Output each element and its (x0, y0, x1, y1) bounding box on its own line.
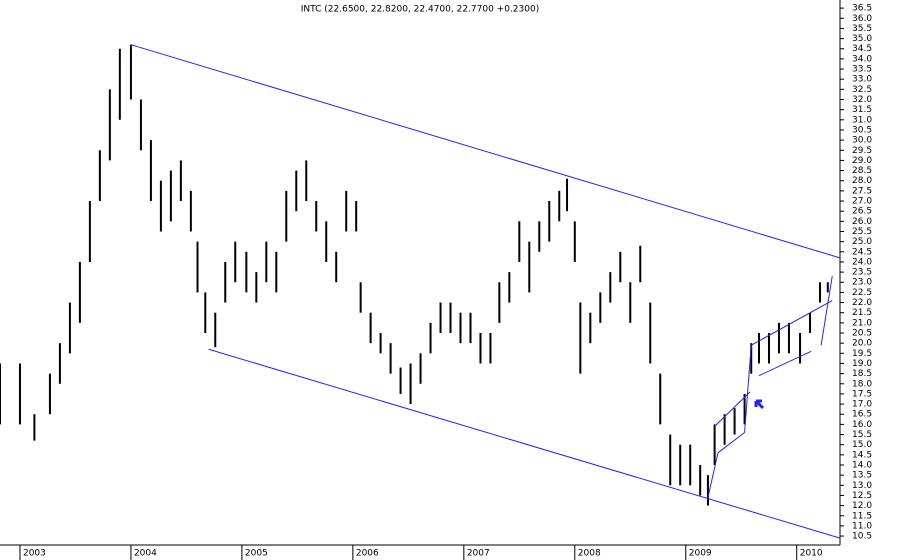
y-tick-label: 19.5 (852, 349, 872, 359)
trendline (750, 300, 833, 346)
y-tick-label: 21.5 (852, 308, 872, 318)
y-tick-label: 21.0 (852, 318, 872, 328)
y-tick-label: 26.0 (852, 217, 872, 227)
y-tick-label: 15.0 (852, 440, 872, 450)
y-tick-label: 34.5 (852, 44, 872, 54)
y-tick-label: 33.0 (852, 75, 872, 85)
x-tick-label: 2009 (689, 549, 712, 559)
x-tick-label: 2004 (134, 549, 157, 559)
y-tick-label: 31.5 (852, 105, 872, 115)
y-tick-label: 17.5 (852, 389, 872, 399)
y-tick-label: 24.5 (852, 247, 872, 257)
x-tick-label: 2005 (245, 549, 268, 559)
y-tick-label: 15.5 (852, 430, 872, 440)
trendline (758, 350, 812, 377)
y-tick-label: 30.0 (852, 136, 872, 146)
y-tick-label: 12.5 (852, 491, 872, 501)
trendline (130, 44, 841, 259)
arrow (754, 399, 765, 410)
y-tick-label: 33.5 (852, 65, 872, 75)
x-tick-label: 2007 (467, 549, 490, 559)
trendline (717, 432, 745, 454)
y-tick-label: 20.5 (852, 329, 872, 339)
y-tick-label: 14.0 (852, 460, 872, 470)
y-tick-label: 26.5 (852, 207, 872, 217)
y-tick-label: 31.0 (852, 115, 872, 125)
y-tick-label: 18.5 (852, 369, 872, 379)
y-tick-label: 29.5 (852, 146, 872, 156)
trendline (707, 452, 719, 498)
trendline (208, 348, 841, 539)
y-tick-label: 10.5 (852, 532, 872, 542)
y-tick-label: 11.5 (852, 511, 872, 521)
y-tick-label: 25.5 (852, 227, 872, 237)
y-tick-label: 13.5 (852, 471, 872, 481)
y-tick-label: 28.0 (852, 176, 872, 186)
x-tick-label: 2006 (356, 549, 379, 559)
y-tick-label: 16.0 (852, 420, 872, 430)
y-tick-label: 22.0 (852, 298, 872, 308)
y-tick-label: 34.0 (852, 54, 872, 64)
x-tick-label: 2003 (23, 549, 46, 559)
y-tick-label: 25.0 (852, 237, 872, 247)
y-tick-label: 23.0 (852, 278, 872, 288)
y-tick-label: 14.5 (852, 450, 872, 460)
y-tick-label: 11.0 (852, 521, 872, 531)
y-tick-label: 36.0 (852, 14, 872, 24)
y-tick-label: 19.0 (852, 359, 872, 369)
y-tick-label: 35.5 (852, 24, 872, 34)
chart-title: INTC (22.6500, 22.8200, 22.4700, 22.7700… (301, 5, 539, 15)
y-tick-label: 32.5 (852, 85, 872, 95)
y-tick-label: 27.5 (852, 186, 872, 196)
y-tick-label: 24.0 (852, 257, 872, 267)
y-tick-label: 13.0 (852, 481, 872, 491)
y-tick-label: 27.0 (852, 197, 872, 207)
trendline (744, 345, 752, 433)
y-tick-label: 36.5 (852, 4, 872, 14)
trendline (820, 276, 833, 346)
y-tick-label: 32.0 (852, 95, 872, 105)
y-tick-label: 20.0 (852, 339, 872, 349)
y-tick-label: 35.0 (852, 34, 872, 44)
x-tick-label: 2008 (578, 549, 601, 559)
trendline (714, 391, 751, 427)
y-tick-label: 18.0 (852, 379, 872, 389)
x-tick-label: 2010 (800, 549, 823, 559)
y-tick-label: 23.5 (852, 268, 872, 278)
y-tick-label: 28.5 (852, 166, 872, 176)
y-tick-label: 12.0 (852, 501, 872, 511)
y-tick-label: 30.5 (852, 125, 872, 135)
y-tick-label: 22.5 (852, 288, 872, 298)
y-tick-label: 16.5 (852, 410, 872, 420)
y-tick-label: 17.0 (852, 400, 872, 410)
y-tick-label: 29.0 (852, 156, 872, 166)
